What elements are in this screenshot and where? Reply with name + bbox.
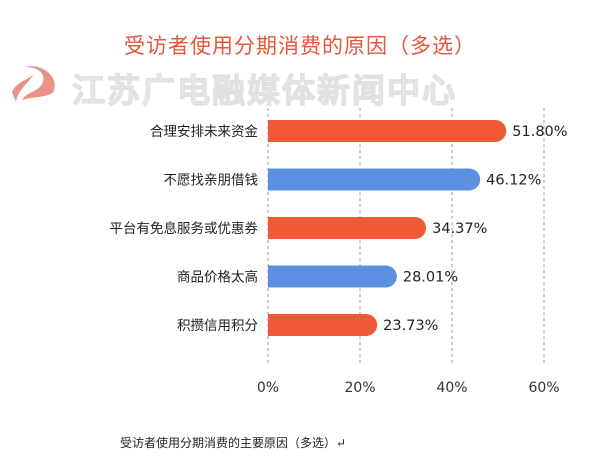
x-tick-label: 0% xyxy=(257,380,279,396)
value-label: 51.80% xyxy=(512,124,567,140)
value-label: 34.37% xyxy=(432,221,487,237)
watermark-logo-icon xyxy=(12,66,55,102)
watermark: 江苏广电融媒体新闻中心 xyxy=(8,62,456,111)
category-label: 平台有免息服务或优惠券 xyxy=(110,220,259,237)
category-label: 合理安排未来资金 xyxy=(150,124,258,140)
category-label: 商品价格太高 xyxy=(177,269,258,286)
figure-caption: 受访者使用分期消费的主要原因（多选）↵ xyxy=(0,432,600,456)
value-label: 28.01% xyxy=(403,270,458,286)
category-label: 不愿找亲朋借钱 xyxy=(164,173,259,189)
value-label: 23.73% xyxy=(383,318,438,334)
value-label: 46.12% xyxy=(486,173,541,189)
chart-card: 江苏广电融媒体新闻中心 受访者使用分期消费的原因（多选） 合理安排未来资金 51.… xyxy=(8,34,568,396)
bar xyxy=(268,168,481,191)
chart-title: 受访者使用分期消费的原因（多选） xyxy=(124,34,476,58)
caption-text: 受访者使用分期消费的主要原因（多选）↵ xyxy=(120,436,347,450)
x-tick-label: 60% xyxy=(528,380,559,396)
bar xyxy=(268,217,427,239)
x-tick-label: 20% xyxy=(344,380,375,396)
bar xyxy=(268,314,378,336)
chart-plot: 合理安排未来资金 51.80% 不愿找亲朋借钱 46.12% 平台有免息服务或优惠券 34… xyxy=(110,108,568,396)
bar xyxy=(268,120,507,142)
category-label: 积攒信用积分 xyxy=(177,318,258,334)
watermark-text: 江苏广电融媒体新闻中心 xyxy=(71,70,457,110)
x-tick-label: 40% xyxy=(436,380,467,396)
bar xyxy=(268,265,397,288)
